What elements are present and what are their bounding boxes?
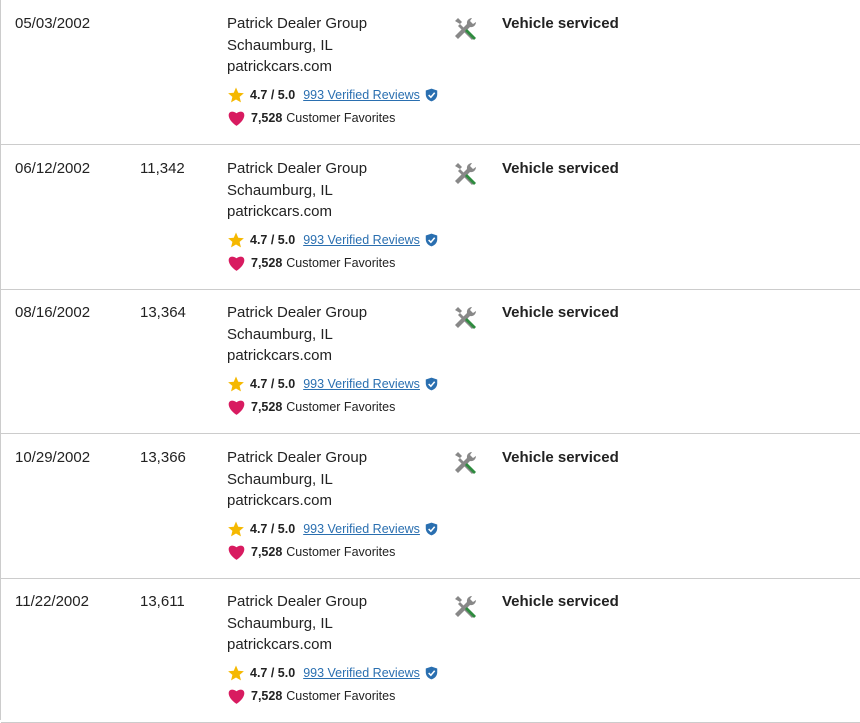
dealer-rating: 4.7 / 5.0 993 Verified Reviews	[227, 231, 443, 249]
dealer-website: patrickcars.com	[227, 492, 333, 509]
verified-icon	[425, 377, 438, 391]
service-icon	[455, 17, 477, 40]
dealer-name: Patrick Dealer Group	[227, 15, 368, 32]
dealer-website: patrickcars.com	[227, 203, 333, 220]
event-description: Vehicle serviced	[502, 304, 619, 321]
dealer-info: Patrick Dealer Group Schaumburg, IL patric…	[227, 447, 367, 512]
event-description: Vehicle serviced	[502, 593, 619, 610]
icon-wrap	[452, 594, 478, 625]
heart-icon	[228, 400, 245, 415]
heart-icon	[228, 111, 245, 126]
icon-wrap	[452, 305, 478, 336]
dealer-favorites: 7,528 Customer Favorites	[227, 543, 395, 561]
dealer-location: Schaumburg, IL	[227, 36, 333, 54]
reviews-link[interactable]: 993 Verified Reviews	[303, 88, 420, 102]
icon-wrap	[452, 16, 478, 47]
reviews-link[interactable]: 993 Verified Reviews	[303, 233, 420, 247]
record-row: 08/16/2002 13,364 Patrick Dealer Group Scha…	[1, 289, 860, 434]
verified-icon	[425, 88, 438, 102]
record-row: 05/03/2002 Patrick Dealer Group Schaumburg…	[1, 0, 860, 145]
dealer-favorites: 7,528 Customer Favorites	[227, 687, 395, 705]
verified-icon	[425, 666, 438, 680]
heart-icon	[228, 256, 245, 271]
dealer-info: Patrick Dealer Group Schaumburg, IL patric…	[227, 302, 367, 367]
reviews-link[interactable]: 993 Verified Reviews	[303, 377, 420, 391]
star-icon	[228, 665, 244, 681]
reviews-link[interactable]: 993 Verified Reviews	[303, 666, 420, 680]
mileage: 13,364	[140, 304, 186, 321]
event-description: Vehicle serviced	[502, 449, 619, 466]
rating-value: 4.7 / 5.0	[250, 666, 296, 680]
dealer-rating: 4.7 / 5.0 993 Verified Reviews	[227, 375, 443, 393]
star-icon	[228, 87, 244, 103]
dealer-website: patrickcars.com	[227, 636, 333, 653]
favorites-label: Customer Favorites	[286, 545, 396, 559]
dealer-favorites: 7,528 Customer Favorites	[227, 254, 395, 272]
rating-value: 4.7 / 5.0	[250, 377, 296, 391]
favorites-label: Customer Favorites	[286, 111, 396, 125]
dealer-name: Patrick Dealer Group	[227, 449, 368, 466]
reviews-link[interactable]: 993 Verified Reviews	[303, 522, 420, 536]
favorites-count: 7,528	[251, 111, 283, 125]
favorites-count: 7,528	[251, 545, 283, 559]
dealer-location: Schaumburg, IL	[227, 470, 333, 488]
dealer-rating: 4.7 / 5.0 993 Verified Reviews	[227, 86, 443, 104]
service-icon	[455, 306, 477, 329]
dealer-website: patrickcars.com	[227, 58, 333, 75]
dealer-name: Patrick Dealer Group	[227, 593, 368, 610]
service-date: 05/03/2002	[15, 15, 91, 32]
favorites-count: 7,528	[251, 256, 283, 270]
dealer-info: Patrick Dealer Group Schaumburg, IL patric…	[227, 13, 367, 78]
service-date: 08/16/2002	[15, 304, 91, 321]
favorites-label: Customer Favorites	[286, 400, 396, 414]
dealer-location: Schaumburg, IL	[227, 614, 333, 632]
heart-icon	[228, 545, 245, 560]
favorites-count: 7,528	[251, 689, 283, 703]
dealer-rating: 4.7 / 5.0 993 Verified Reviews	[227, 664, 443, 682]
rating-value: 4.7 / 5.0	[250, 522, 296, 536]
dealer-info: Patrick Dealer Group Schaumburg, IL patric…	[227, 591, 367, 656]
dealer-favorites: 7,528 Customer Favorites	[227, 398, 395, 416]
dealer-rating: 4.7 / 5.0 993 Verified Reviews	[227, 520, 443, 538]
event-description: Vehicle serviced	[502, 15, 619, 32]
verified-icon	[425, 522, 438, 536]
dealer-info: Patrick Dealer Group Schaumburg, IL patric…	[227, 158, 367, 223]
record-row: 10/29/2002 13,366 Patrick Dealer Group Scha…	[1, 434, 860, 579]
rating-value: 4.7 / 5.0	[250, 88, 296, 102]
dealer-name: Patrick Dealer Group	[227, 160, 368, 177]
star-icon	[228, 521, 244, 537]
service-icon	[455, 451, 477, 474]
star-icon	[228, 376, 244, 392]
star-icon	[228, 232, 244, 248]
event-description: Vehicle serviced	[502, 160, 619, 177]
mileage: 11,342	[140, 160, 185, 177]
dealer-location: Schaumburg, IL	[227, 325, 333, 343]
service-icon	[455, 162, 477, 185]
service-date: 10/29/2002	[15, 449, 91, 466]
dealer-favorites: 7,528 Customer Favorites	[227, 109, 395, 127]
rating-value: 4.7 / 5.0	[250, 233, 296, 247]
service-date: 06/12/2002	[15, 160, 91, 177]
dealer-website: patrickcars.com	[227, 347, 333, 364]
service-date: 11/22/2002	[15, 593, 89, 610]
icon-wrap	[452, 161, 478, 192]
favorites-label: Customer Favorites	[286, 256, 396, 270]
record-row: 11/22/2002 13,611 Patrick Dealer Group Scha…	[1, 578, 860, 723]
dealer-name: Patrick Dealer Group	[227, 304, 368, 321]
mileage: 13,366	[140, 449, 186, 466]
icon-wrap	[452, 450, 478, 481]
service-icon	[455, 595, 477, 618]
record-row: 06/12/2002 11,342 Patrick Dealer Group Scha…	[1, 145, 860, 290]
heart-icon	[228, 689, 245, 704]
verified-icon	[425, 233, 438, 247]
favorites-label: Customer Favorites	[286, 689, 396, 703]
favorites-count: 7,528	[251, 400, 283, 414]
dealer-location: Schaumburg, IL	[227, 181, 333, 199]
mileage: 13,611	[140, 593, 185, 610]
